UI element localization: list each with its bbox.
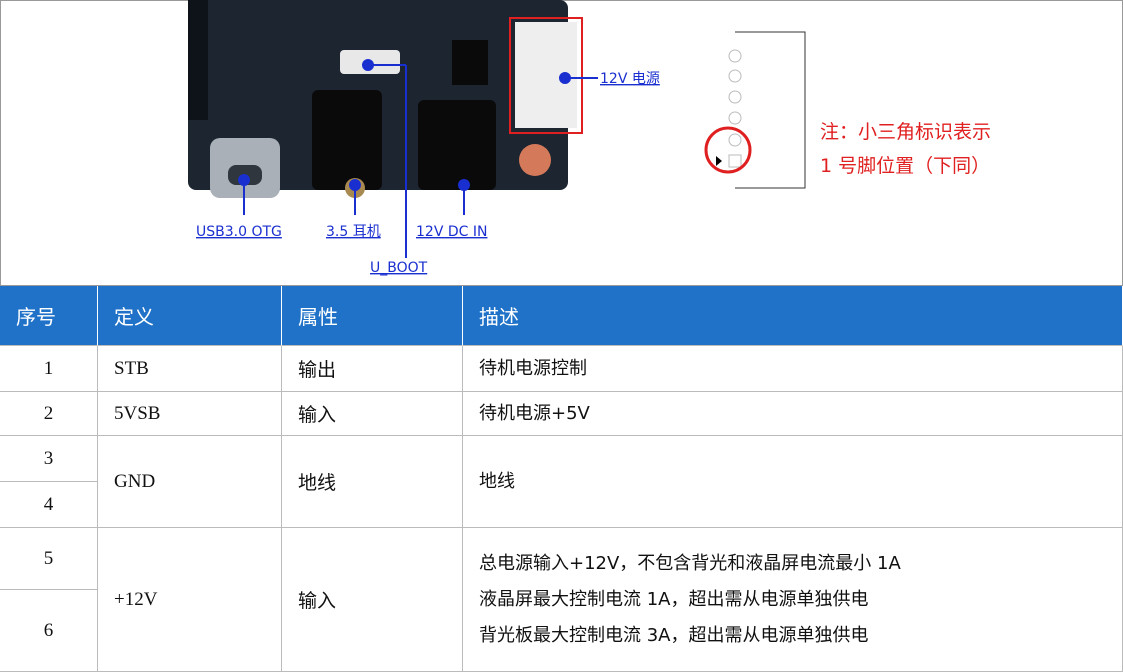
header-cell: 描述: [463, 286, 1123, 346]
row-number: 1: [0, 346, 98, 392]
pin1-marker: [716, 156, 722, 166]
description-cell: 待机电源控制: [463, 346, 1123, 392]
description-line: 背光板最大控制电流 3A，超出需从电源单独供电: [479, 624, 869, 646]
attribute-cell: 输出: [282, 346, 463, 392]
board-edge: [188, 0, 208, 120]
description-line: 液晶屏最大控制电流 1A，超出需从电源单独供电: [479, 588, 869, 610]
description-cell: 待机电源+5V: [463, 392, 1123, 436]
description-line: 总电源输入+12V，不包含背光和液晶屏电流最小 1A: [479, 552, 901, 574]
row-number: 3: [0, 436, 98, 482]
definition-cell: +12V: [98, 528, 282, 672]
pins: [728, 49, 742, 168]
header-cell: 定义: [98, 286, 282, 346]
board-figure: 12V 电源 USB3.0 OTG 3.5 耳机 12V DC IN U_BOO…: [0, 0, 1123, 286]
definition-cell: STB: [98, 346, 282, 392]
connector-highlight: [509, 17, 583, 134]
note-line: 注：小三角标识表示: [820, 121, 991, 143]
description-cell: 总电源输入+12V，不包含背光和液晶屏电流最小 1A 液晶屏最大控制电流 1A，超…: [463, 528, 1123, 672]
label-boot: U_BOOT: [370, 260, 428, 276]
header-cell: 序号: [0, 286, 98, 346]
row-number: 4: [0, 482, 98, 528]
attribute-cell: 输入: [282, 392, 463, 436]
row-number: 6: [0, 590, 98, 672]
row-number: 2: [0, 392, 98, 436]
description-line: 地线: [479, 470, 515, 492]
description-cell: 地线: [463, 436, 1123, 528]
label-audio: 3.5 耳机: [326, 224, 381, 240]
attribute-cell: 输入: [282, 528, 463, 672]
label-dc: 12V DC IN: [416, 224, 487, 240]
definition-cell: GND: [98, 436, 282, 528]
mount-hole: [519, 144, 551, 176]
dc-jack: [418, 100, 496, 190]
header-cell: 属性: [282, 286, 463, 346]
chip: [452, 40, 488, 85]
row-number: 5: [0, 528, 98, 590]
description-line: 待机电源+5V: [479, 402, 590, 424]
definition-cell: 5VSB: [98, 392, 282, 436]
label-power: 12V 电源: [600, 71, 660, 87]
callouts: [238, 59, 598, 258]
description-line: 待机电源控制: [479, 357, 587, 379]
audio-jack: [312, 90, 382, 190]
pin1-highlight: [704, 126, 752, 174]
attribute-cell: 地线: [282, 436, 463, 528]
note-line: 1 号脚位置（下同）: [820, 155, 990, 177]
label-usb: USB3.0 OTG: [196, 224, 282, 240]
pin-diagram: [735, 31, 806, 189]
